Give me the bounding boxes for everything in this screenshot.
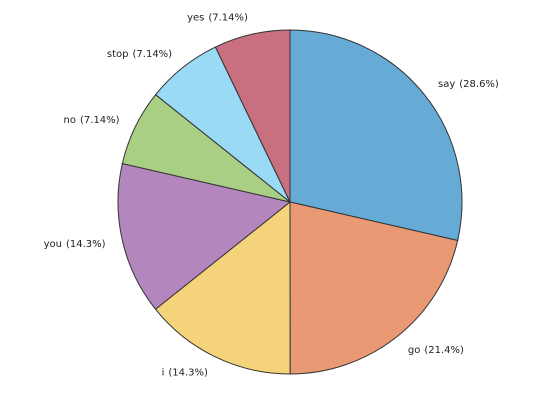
- slice-label: i (14.3%): [162, 367, 208, 378]
- slice-label: say (28.6%): [438, 79, 499, 90]
- slice-category: i: [162, 367, 165, 378]
- pie-slice: [214, 29, 291, 203]
- slice-category: you: [44, 239, 62, 250]
- slice-label: stop (7.14%): [107, 49, 172, 60]
- pie-slice: [289, 29, 463, 242]
- slice-label: no (7.14%): [64, 115, 120, 126]
- slice-label: yes (7.14%): [187, 13, 248, 24]
- slice-value-label: (21.4%): [424, 345, 464, 356]
- slice-value-label: (14.3%): [168, 367, 208, 378]
- pie-slice: [154, 200, 291, 375]
- slice-label: you (14.3%): [44, 239, 106, 250]
- slice-label: go (21.4%): [408, 345, 464, 356]
- slice-value-label: (28.6%): [459, 79, 499, 90]
- slice-category: go: [408, 345, 420, 356]
- slice-category: stop: [107, 49, 129, 60]
- pie-slice: [117, 162, 292, 310]
- slice-value-label: (7.14%): [133, 49, 173, 60]
- slice-category: no: [64, 115, 76, 126]
- slice-category: yes: [187, 13, 204, 24]
- slice-value-label: (14.3%): [66, 239, 106, 250]
- slice-value-label: (7.14%): [80, 115, 120, 126]
- pie-slice: [289, 201, 459, 375]
- slice-category: say: [438, 79, 455, 90]
- slice-value-label: (7.14%): [208, 13, 248, 24]
